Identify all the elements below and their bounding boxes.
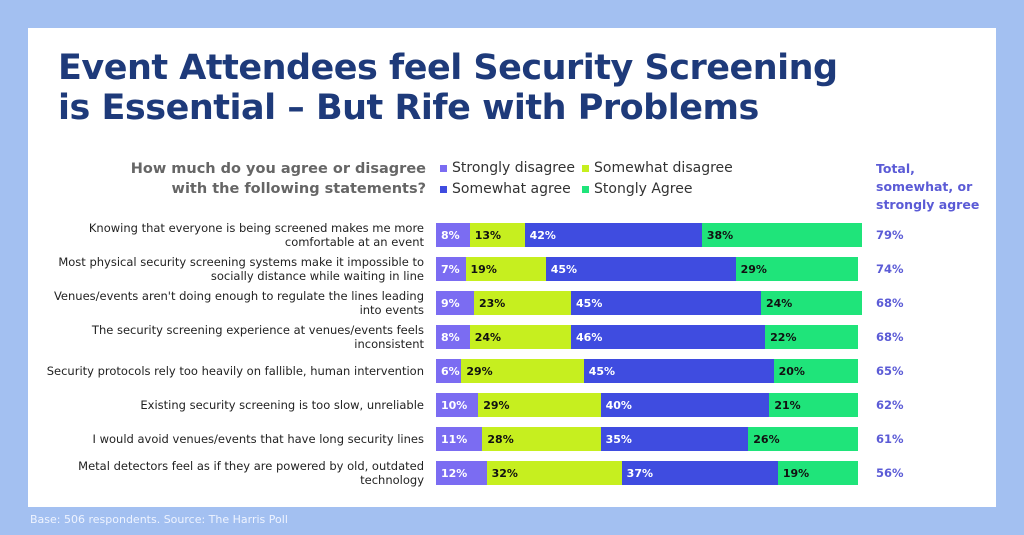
data-label: 29% [740, 262, 767, 276]
chart-subtitle: How much do you agree or disagree with t… [130, 161, 426, 197]
bar-segment: 46% [571, 325, 766, 349]
legend-label: Strongly disagree [452, 160, 575, 176]
data-label: 6% [441, 364, 460, 378]
bar-segment: 8% [436, 223, 470, 247]
data-label: 24% [474, 330, 502, 344]
data-label: 9% [441, 296, 460, 310]
data-label: 42% [529, 228, 556, 242]
category-label: Security protocols rely too heavily on f… [46, 364, 424, 378]
bar-segment: 45% [545, 257, 736, 281]
legend-item: Somewhat agree [440, 181, 571, 197]
bar-segment: 45% [583, 359, 774, 383]
data-label: 28% [487, 432, 514, 446]
bar-segment: 22% [765, 325, 858, 349]
bar-segment: 21% [769, 393, 858, 417]
data-label: 26% [753, 432, 780, 446]
bar-segment: 11% [436, 427, 483, 451]
category-label: Most physical security screening systems… [58, 255, 424, 283]
data-label: 12% [441, 466, 468, 480]
legend-label: Stongly Agree [594, 181, 693, 197]
bar-segment: 29% [735, 257, 858, 281]
totals-title: Total, somewhat, or strongly agree [876, 161, 980, 212]
chart-title: Event Attendees feel Security Screening … [58, 48, 838, 128]
bar-segment: 26% [748, 427, 858, 451]
bar-segment: 24% [760, 291, 863, 315]
total-label: 61% [876, 432, 904, 446]
bar-segment: 38% [701, 223, 863, 247]
bar-segment: 13% [469, 223, 525, 247]
bar-segment: 9% [436, 291, 474, 315]
legend-swatch [582, 185, 589, 193]
data-label: 24% [765, 296, 793, 310]
bar-segment: 20% [773, 359, 858, 383]
data-label: 45% [576, 296, 603, 310]
legend-item: Stongly Agree [582, 181, 692, 197]
legend-label: Somewhat agree [452, 181, 571, 197]
bar-segment: 6% [436, 359, 462, 383]
data-label: 8% [441, 330, 460, 344]
data-label: 22% [770, 330, 797, 344]
category-label: I would avoid venues/events that have lo… [92, 432, 424, 446]
bar-segment: 29% [478, 393, 601, 417]
data-label: 10% [441, 398, 468, 412]
legend-swatch [582, 164, 589, 172]
total-label: 62% [876, 398, 904, 412]
category-label: Venues/events aren't doing enough to reg… [53, 289, 424, 317]
total-label: 79% [876, 228, 904, 242]
category-label: Metal detectors feel as if they are powe… [78, 459, 424, 487]
total-label: 65% [876, 364, 904, 378]
category-label: The security screening experience at ven… [91, 323, 424, 351]
data-label: 11% [441, 432, 468, 446]
data-label: 46% [576, 330, 603, 344]
data-label: 38% [706, 228, 734, 242]
bar-segment: 19% [777, 461, 858, 485]
legend-item: Somewhat disagree [582, 160, 733, 176]
data-label: 7% [441, 262, 460, 276]
total-label: 68% [876, 330, 904, 344]
data-label: 19% [470, 262, 497, 276]
data-label: 29% [483, 398, 510, 412]
bar-segment: 28% [482, 427, 601, 451]
bar-segment: 8% [436, 325, 470, 349]
footnote: Base: 506 respondents. Source: The Harri… [30, 513, 288, 526]
category-label: Knowing that everyone is being screened … [88, 221, 424, 249]
data-label: 37% [626, 466, 654, 480]
bar-segment: 19% [465, 257, 546, 281]
bar-segment: 23% [473, 291, 572, 315]
bar-segment: 40% [600, 393, 770, 417]
data-label: 32% [491, 466, 518, 480]
data-label: 35% [605, 432, 632, 446]
data-label: 23% [478, 296, 506, 310]
bar-segment: 37% [621, 461, 778, 485]
bar-segment: 45% [571, 291, 761, 315]
legend-swatch [440, 185, 447, 193]
bar-segment: 12% [436, 461, 487, 485]
legend-item: Strongly disagree [440, 160, 575, 176]
data-label: 20% [778, 364, 805, 378]
bar-segment: 7% [436, 257, 466, 281]
data-label: 40% [605, 398, 632, 412]
legend-label: Somewhat disagree [594, 160, 733, 176]
category-label: Existing security screening is too slow,… [140, 398, 424, 412]
bar-segment: 42% [524, 223, 702, 247]
bar-segment: 24% [469, 325, 572, 349]
bar-segment: 32% [486, 461, 622, 485]
bar-segment: 10% [436, 393, 479, 417]
data-label: 45% [588, 364, 616, 378]
total-label: 68% [876, 296, 904, 310]
total-label: 74% [876, 262, 904, 276]
data-label: 19% [782, 466, 810, 480]
data-label: 13% [474, 228, 502, 242]
bar-segment: 35% [600, 427, 749, 451]
legend-swatch [440, 164, 447, 172]
data-label: 21% [774, 398, 801, 412]
data-label: 29% [466, 364, 493, 378]
data-label: 45% [550, 262, 578, 276]
data-label: 8% [441, 228, 460, 242]
total-label: 56% [876, 466, 904, 480]
bar-segment: 29% [461, 359, 584, 383]
